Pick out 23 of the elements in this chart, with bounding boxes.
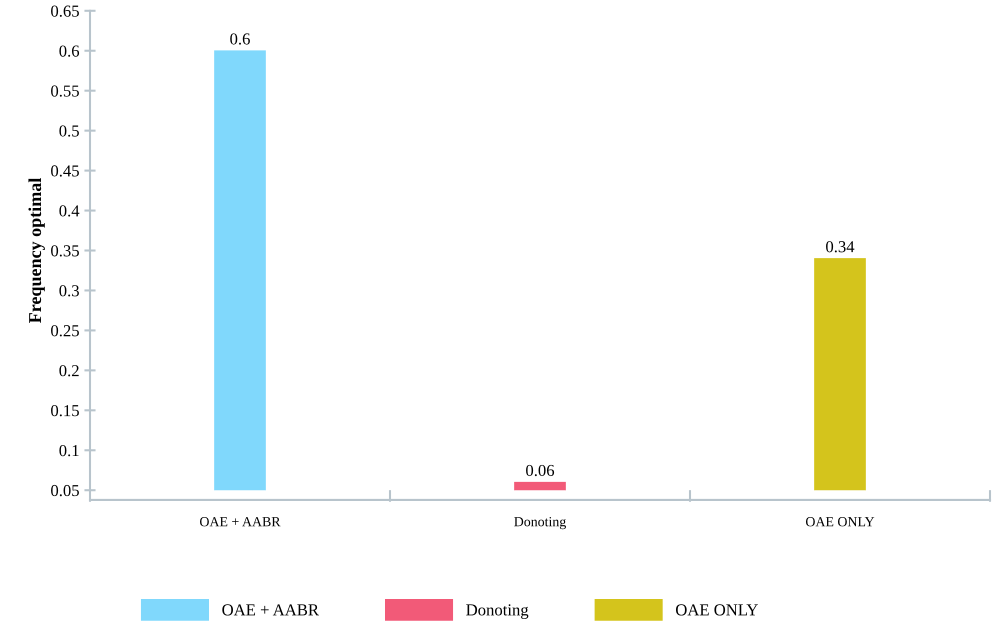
y-tick-label: 0.1: [59, 444, 79, 456]
y-tick-label: 0.3: [59, 285, 79, 296]
data-label: 0.34: [826, 241, 854, 252]
x-tick-label: Donoting: [514, 517, 566, 530]
y-tick-label: 0.2: [59, 365, 79, 376]
y-tick-label: 0.4: [59, 205, 80, 217]
legend-label: OAE + AABR: [222, 604, 319, 616]
y-tick-label: 0.55: [51, 85, 79, 97]
y-tick-label: 0.65: [51, 5, 79, 17]
y-tick-label: 0.6: [59, 45, 80, 57]
legend-label: Donoting: [466, 604, 528, 619]
y-tick-label: 0.25: [51, 325, 79, 336]
y-tick-label: 0.35: [51, 245, 79, 257]
y-tick-label: 0.45: [51, 165, 79, 177]
data-label: 0.6: [230, 33, 250, 45]
data-label: 0.06: [526, 464, 554, 476]
y-axis-title: Frequency optimal: [28, 178, 45, 324]
y-tick-label: 0.5: [59, 125, 79, 137]
x-tick-label: OAE + AABR: [200, 517, 281, 526]
x-tick-label: OAE ONLY: [806, 517, 874, 526]
y-tick-label: 0.15: [51, 405, 79, 416]
legend-label: OAE ONLY: [676, 604, 758, 616]
y-tick-label: 0.05: [51, 484, 79, 496]
